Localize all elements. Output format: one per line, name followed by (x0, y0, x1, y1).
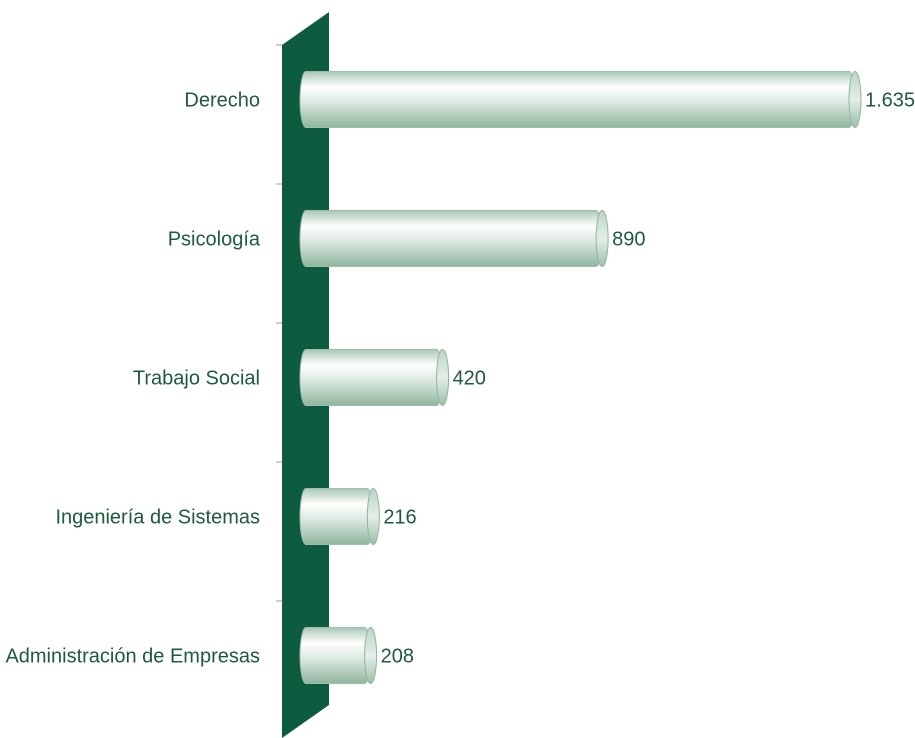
bar (299, 627, 378, 684)
data-label: 890 (612, 229, 645, 251)
data-label: 208 (381, 646, 414, 668)
bar (299, 349, 450, 406)
category-label: Administración de Empresas (5, 646, 260, 668)
bar (299, 71, 862, 128)
data-label: 216 (383, 507, 416, 529)
labels-layer: Derecho 1.635 Psicología 890 Trabajo Social 4… (5, 90, 915, 668)
bar-body (299, 488, 374, 545)
category-label: Ingeniería de Sistemas (55, 507, 260, 529)
bar-body (299, 210, 603, 267)
bar-end-cap (436, 349, 450, 406)
category-label: Derecho (184, 90, 260, 112)
bar (299, 488, 380, 545)
category-label: Trabajo Social (133, 368, 260, 390)
bar-body (299, 349, 444, 406)
data-label: 420 (453, 368, 486, 390)
bar-end-cap (364, 627, 378, 684)
bar-body (299, 71, 856, 128)
bar (299, 210, 609, 267)
bar-end-cap (595, 210, 609, 267)
bar-end-cap (848, 71, 862, 128)
bar-end-cap (366, 488, 380, 545)
bars-layer (299, 71, 862, 684)
data-label: 1.635 (865, 90, 915, 112)
category-label: Psicología (168, 229, 261, 251)
bar-body (299, 627, 372, 684)
